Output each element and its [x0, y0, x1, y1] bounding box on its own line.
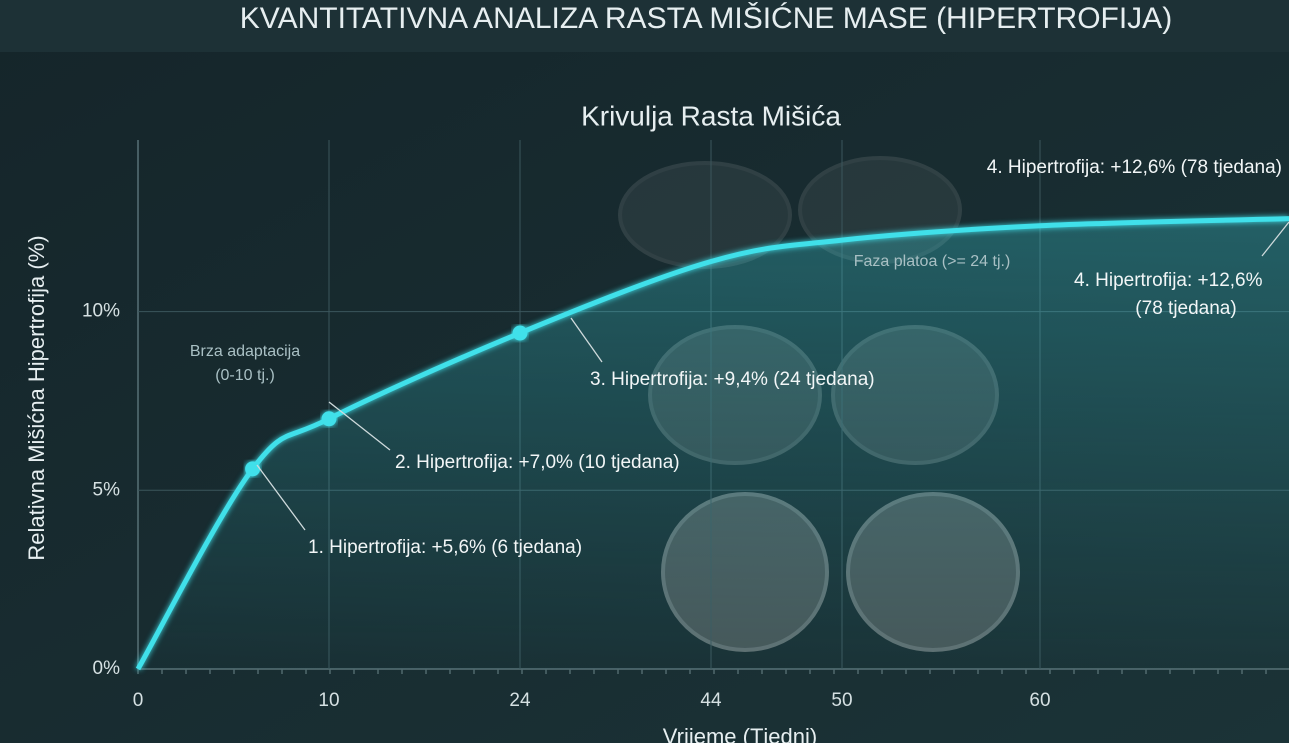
- header-bar: [0, 0, 1289, 52]
- phase-note: Brza adaptacija: [190, 343, 300, 360]
- annotation: 3. Hipertrofija: +9,4% (24 tjedana): [590, 369, 875, 390]
- leader-line: [256, 464, 306, 531]
- annotation: 4. Hipertrofija: +12,6%: [1074, 270, 1263, 291]
- x-tick-label: 10: [318, 690, 339, 711]
- x-tick-label: 24: [509, 690, 531, 711]
- x-tick-label: 50: [831, 690, 852, 711]
- phase-note: (0-10 tj.): [215, 367, 275, 384]
- y-axis-label: Relativna Mišićna Hipertrofija (%): [24, 235, 49, 560]
- highlight-point: [245, 461, 261, 477]
- phase-note: Faza platoa (>= 24 tj.): [854, 253, 1011, 270]
- annotation: 4. Hipertrofija: +12,6% (78 tjedana): [987, 157, 1282, 178]
- y-tick-label: 10%: [82, 301, 120, 322]
- y-tick-label: 5%: [93, 479, 121, 500]
- chart-title: Krivulja Rasta Mišića: [581, 100, 841, 131]
- plot: 0% 5% 10% 0 10 24 44 50 60: [82, 140, 1289, 711]
- highlight-point: [321, 411, 337, 427]
- x-axis-label: Vrijeme (Tjedni): [663, 724, 817, 743]
- annotation: 1. Hipertrofija: +5,6% (6 tjedana): [308, 537, 582, 558]
- x-tick-label: 44: [700, 690, 722, 711]
- leader-line: [328, 401, 391, 451]
- annotation: 2. Hipertrofija: +7,0% (10 tjedana): [395, 452, 680, 473]
- x-tick-label: 0: [133, 690, 144, 711]
- leader-line: [570, 317, 603, 363]
- leader-line: [1261, 221, 1289, 257]
- annotation: (78 tjedana): [1135, 298, 1236, 319]
- highlight-point: [512, 325, 528, 341]
- area: [138, 218, 1289, 669]
- y-tick-label: 0%: [93, 658, 121, 679]
- x-tick-label: 60: [1029, 690, 1050, 711]
- header: KVANTITATIVNA ANALIZA RASTA MIŠIĆNE MASE…: [240, 1, 1172, 35]
